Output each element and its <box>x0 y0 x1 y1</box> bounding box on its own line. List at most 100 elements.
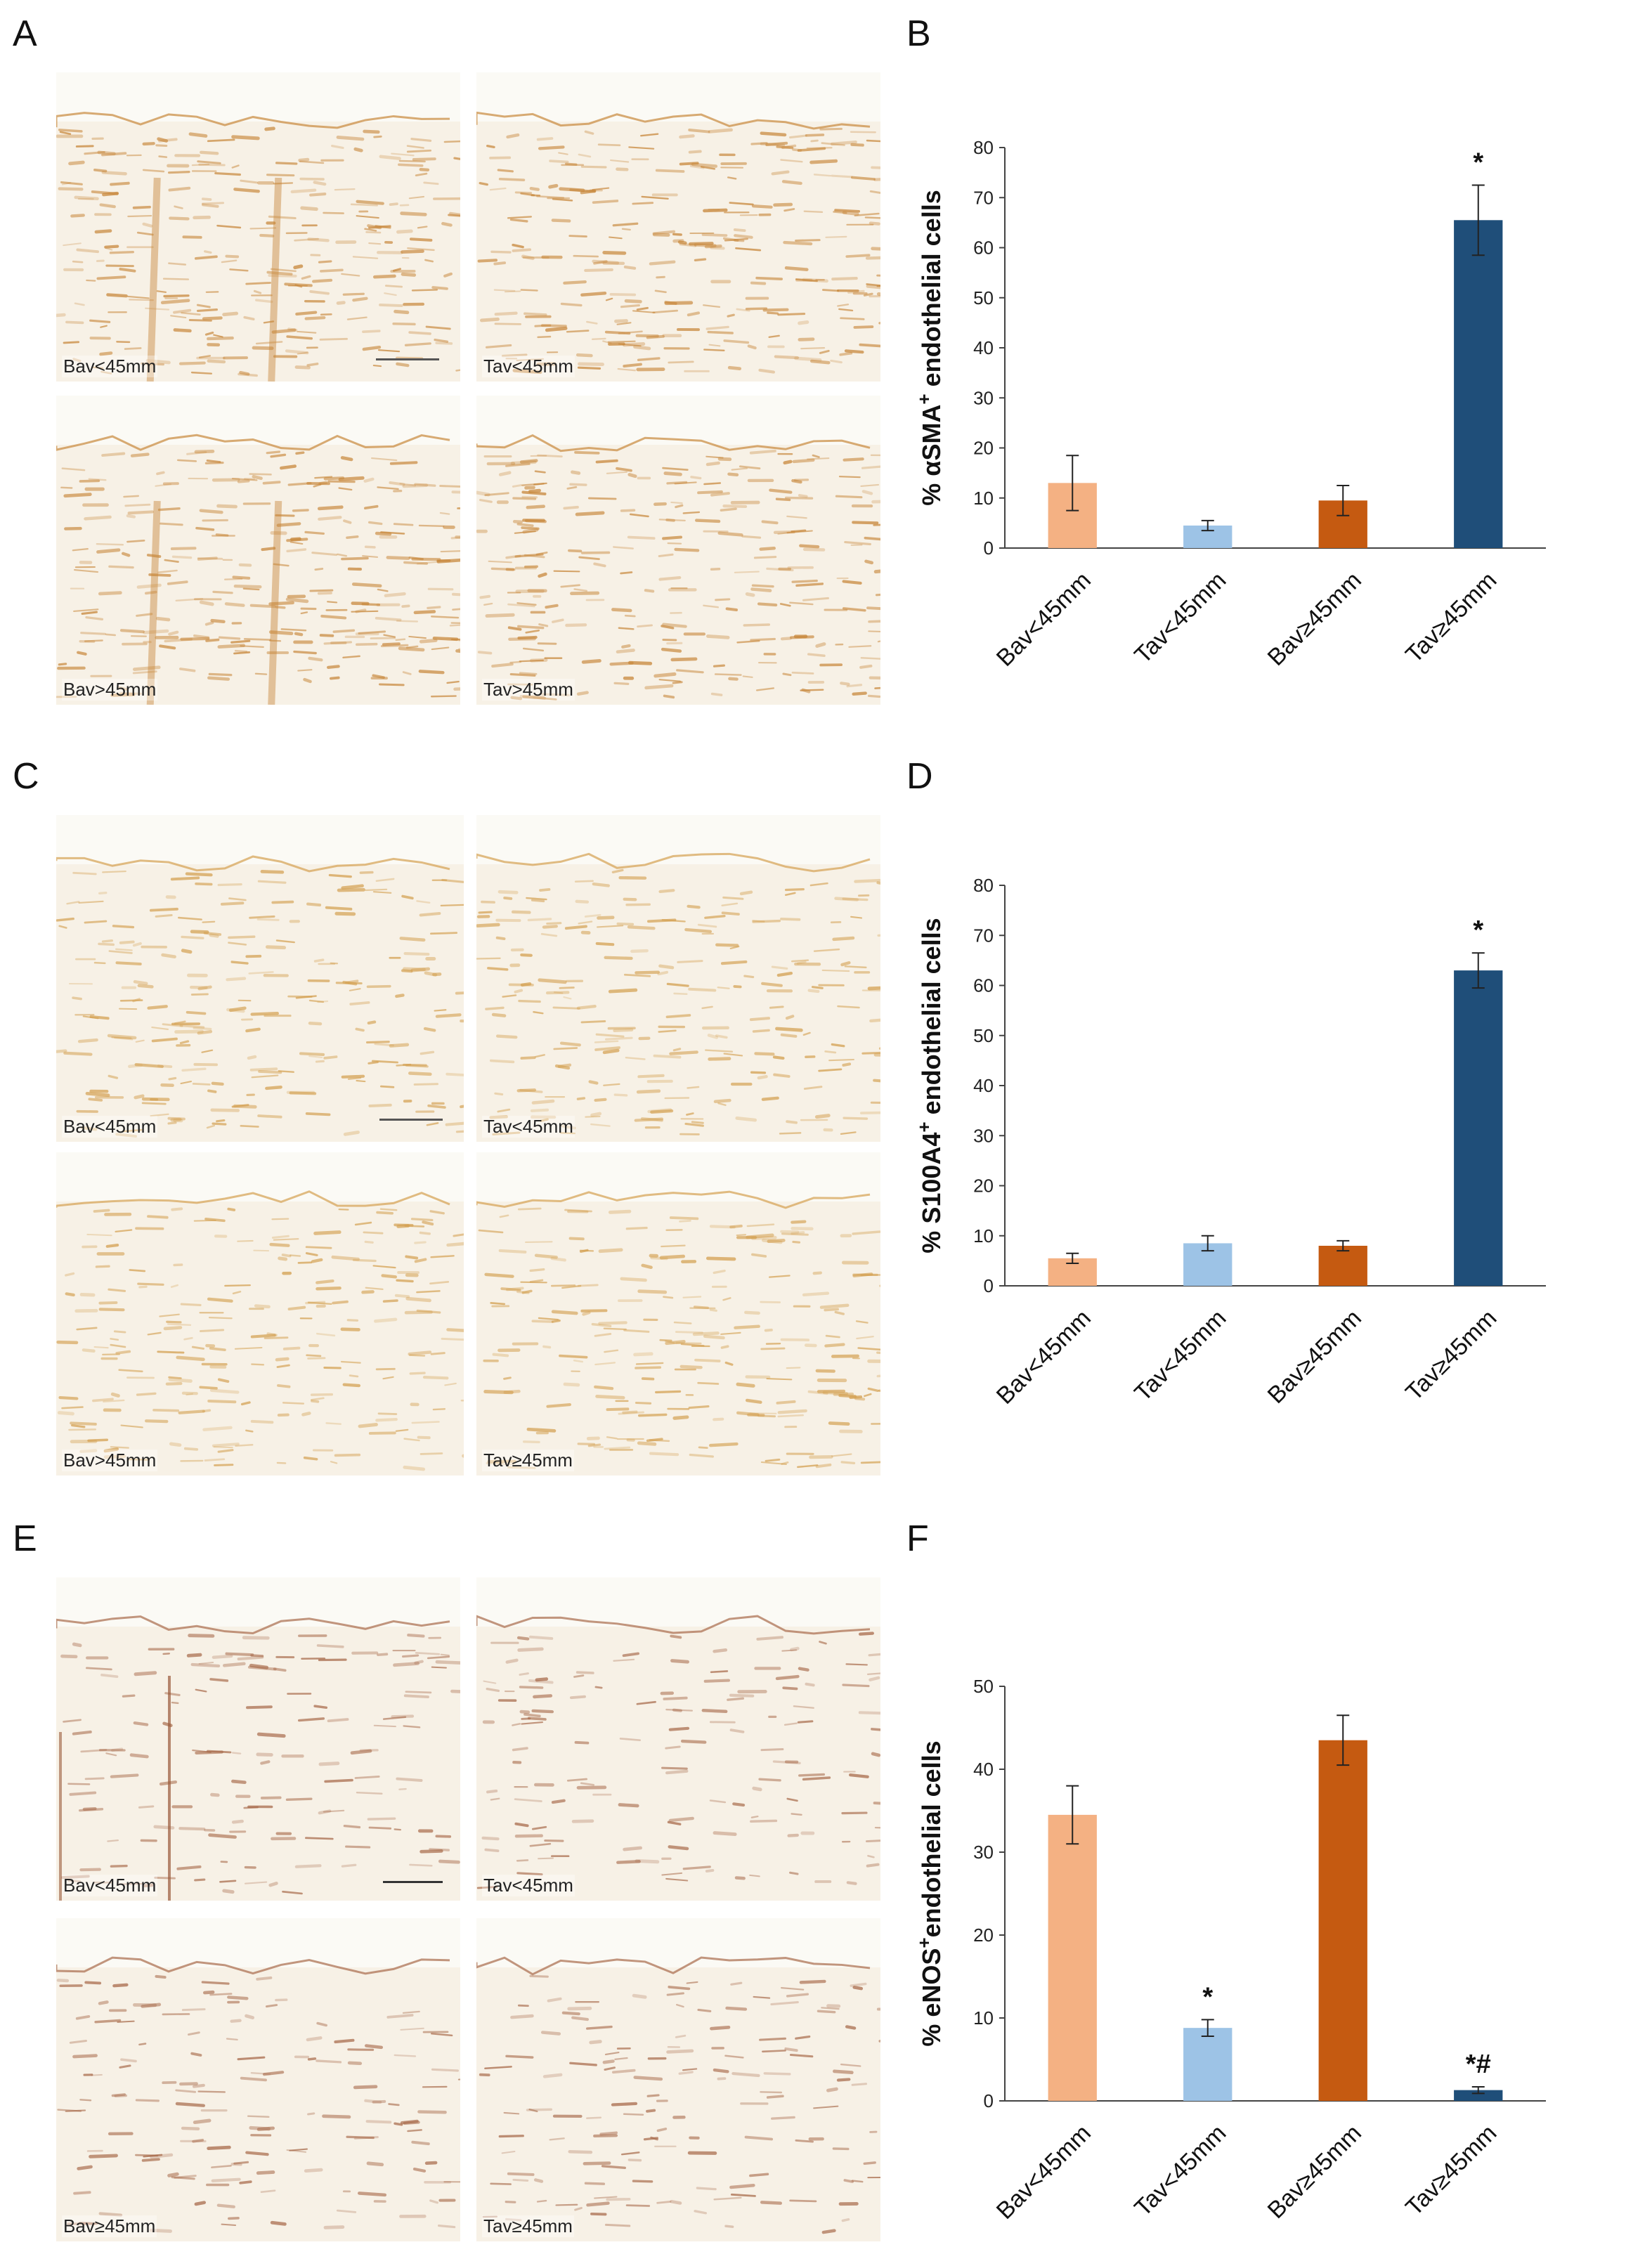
y-axis-label-sup: + <box>913 1121 935 1132</box>
x-tick-label: Tav≥45mm <box>1400 2120 1502 2221</box>
micrograph-a-1: Bav<45mm <box>56 72 460 382</box>
micrograph-label: Tav<45mm <box>482 1875 575 1896</box>
plot-area: 0 10 20 30 40 50 60 70 80 Bav<45mm Tav<45mm Bav≥45m… <box>973 137 1546 672</box>
y-axis-label-prefix: % S100A4 <box>917 1133 946 1254</box>
micrograph-c-1: Bav<45mm <box>56 815 464 1142</box>
tissue-texture <box>56 1918 460 2241</box>
micrograph-label: Bav>45mm <box>62 679 158 701</box>
y-tick-label: 70 <box>973 925 994 946</box>
x-tick-label: Bav<45mm <box>991 2120 1096 2225</box>
tissue-texture <box>476 1918 880 2241</box>
y-tick-label: 80 <box>973 137 994 158</box>
x-tick-label: Tav<45mm <box>1129 1305 1231 1407</box>
tissue-texture <box>476 1152 880 1476</box>
y-tick-label: 80 <box>973 875 994 896</box>
x-tick-label: Bav≥45mm <box>1263 2120 1367 2224</box>
panel-letter-f: F <box>906 1518 929 1559</box>
plot-area: 0 10 20 30 40 50 Bav<45mm * Tav<45mm Bav≥45mm *# Ta… <box>973 1676 1546 2225</box>
micrograph-label: Tav≥45mm <box>482 2215 574 2237</box>
scale-bar <box>376 358 439 360</box>
bar <box>1318 1740 1367 2101</box>
bar <box>1454 2090 1503 2101</box>
y-tick-label: 70 <box>973 187 994 208</box>
tissue-texture <box>56 72 460 382</box>
y-tick-label: 0 <box>984 538 994 559</box>
micrograph-label: Bav<45mm <box>62 1116 158 1138</box>
bar <box>1318 1246 1367 1286</box>
significance-marker: *# <box>1466 2050 1491 2079</box>
tissue-texture <box>56 396 460 705</box>
bar <box>1048 1814 1097 2101</box>
tissue-texture <box>476 396 880 705</box>
bar <box>1454 970 1503 1286</box>
micrograph-e-2: Tav<45mm <box>476 1577 880 1901</box>
micrograph-a-3: Bav>45mm <box>56 396 460 705</box>
y-tick-label: 20 <box>973 438 994 459</box>
panel-letter-e: E <box>13 1518 37 1559</box>
bar-chart-b: 0 10 20 30 40 50 60 70 80 Bav<45mm Tav<45mm Bav≥45m… <box>913 137 1546 672</box>
y-axis-label-suffix: endothelial cells <box>917 190 946 393</box>
x-tick-label: Bav≥45mm <box>1263 567 1367 671</box>
y-tick-label: 10 <box>973 2007 994 2029</box>
y-tick-label: 0 <box>984 1275 994 1296</box>
tissue-texture <box>56 1577 460 1901</box>
y-axis-label-prefix: % eNOS <box>917 1948 946 2047</box>
x-tick-label: Tav≥45mm <box>1400 567 1502 668</box>
y-axis-label: % αSMA+ endothelial cells <box>913 190 946 505</box>
x-tick-label: Tav≥45mm <box>1400 1305 1502 1406</box>
bar <box>1454 220 1503 548</box>
y-tick-label: 30 <box>973 1842 994 1863</box>
x-tick-label: Bav<45mm <box>991 567 1096 672</box>
y-tick-label: 60 <box>973 237 994 259</box>
micrograph-e-1: Bav<45mm <box>56 1577 460 1901</box>
scale-bar <box>379 1119 443 1121</box>
x-tick-label: Tav<45mm <box>1129 2120 1231 2222</box>
scale-bar <box>383 1881 443 1883</box>
bar-chart-d: 0 10 20 30 40 50 60 70 80 Bav<45mm Tav<45mm Bav≥45m… <box>913 875 1546 1409</box>
significance-marker: * <box>1473 916 1483 945</box>
plot-area: 0 10 20 30 40 50 60 70 80 Bav<45mm Tav<45mm Bav≥45m… <box>973 875 1546 1409</box>
micrograph-label: Bav<45mm <box>62 356 158 377</box>
micrograph-c-3: Bav>45mm <box>56 1152 464 1476</box>
tissue-texture <box>56 1152 464 1476</box>
bar <box>1183 2028 1233 2101</box>
significance-marker: * <box>1473 148 1483 177</box>
micrograph-c-4: Tav≥45mm <box>476 1152 880 1476</box>
panel-letter-d: D <box>906 756 933 797</box>
y-tick-label: 40 <box>973 1759 994 1780</box>
y-tick-label: 30 <box>973 1125 994 1146</box>
x-tick-label: Bav≥45mm <box>1263 1305 1367 1409</box>
y-axis-label-suffix: endothelial cells <box>917 1740 946 1937</box>
micrograph-label: Tav>45mm <box>482 679 575 701</box>
micrograph-label: Tav≥45mm <box>482 1450 574 1471</box>
micrograph-label: Bav<45mm <box>62 1875 158 1896</box>
micrograph-label: Bav>45mm <box>62 1450 158 1471</box>
tissue-texture <box>56 815 464 1142</box>
panel-letter-a: A <box>13 13 37 54</box>
x-tick-label: Tav<45mm <box>1129 567 1231 669</box>
y-axis-label: % S100A4+ endothelial cells <box>913 918 946 1253</box>
y-tick-label: 10 <box>973 488 994 509</box>
y-axis-label-sup: + <box>913 1937 935 1948</box>
micrograph-e-3: Bav≥45mm <box>56 1918 460 2241</box>
y-tick-label: 30 <box>973 387 994 408</box>
micrograph-a-4: Tav>45mm <box>476 396 880 705</box>
tissue-texture <box>476 815 880 1142</box>
micrograph-a-2: Tav<45mm <box>476 72 880 382</box>
significance-marker: * <box>1202 1982 1213 2012</box>
x-tick-label: Bav<45mm <box>991 1305 1096 1409</box>
panel-letter-c: C <box>13 756 39 797</box>
y-tick-label: 10 <box>973 1225 994 1246</box>
y-axis-label-suffix: endothelial cells <box>917 918 946 1121</box>
tissue-texture <box>476 1577 880 1901</box>
y-tick-label: 20 <box>973 1925 994 1946</box>
y-tick-label: 40 <box>973 337 994 358</box>
y-tick-label: 0 <box>984 2090 994 2111</box>
micrograph-e-4: Tav≥45mm <box>476 1918 880 2241</box>
micrograph-label: Tav<45mm <box>482 1116 575 1138</box>
micrograph-label: Tav<45mm <box>482 356 575 377</box>
y-tick-label: 50 <box>973 1025 994 1046</box>
y-tick-label: 60 <box>973 975 994 996</box>
y-axis-label: % eNOS+endothelial cells <box>913 1740 946 2046</box>
panel-letter-b: B <box>906 13 931 54</box>
